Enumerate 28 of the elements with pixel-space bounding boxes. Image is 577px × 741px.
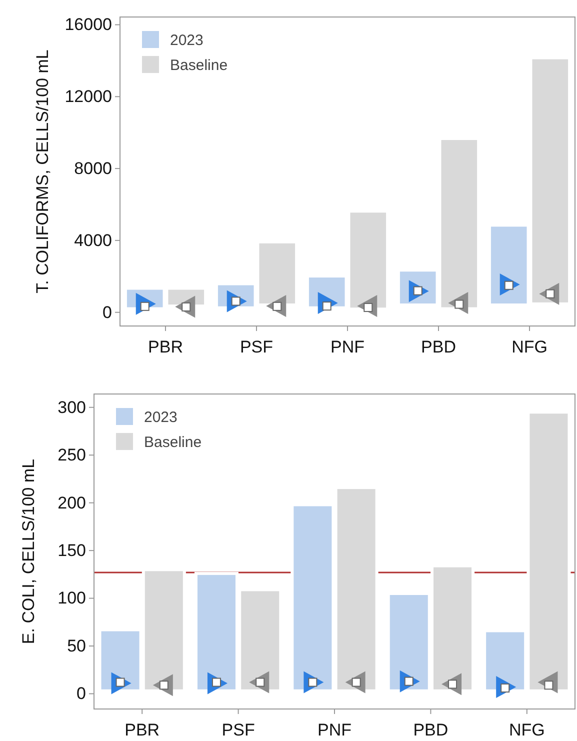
y-tick-label: 50 <box>67 636 86 656</box>
x-tick-label: PBR <box>124 720 160 740</box>
y-tick-label: 150 <box>58 540 86 560</box>
legend-label: 2023 <box>170 32 204 49</box>
legend-label: Baseline <box>144 434 202 451</box>
y-tick-label: 0 <box>102 302 112 322</box>
x-tick-label: NFG <box>508 720 545 740</box>
y-tick-label: 200 <box>58 493 86 512</box>
y-tick-label: 250 <box>58 446 86 465</box>
legend-label: Baseline <box>170 57 228 74</box>
x-tick-label: PNF <box>318 720 352 740</box>
y-tick-label: 16000 <box>64 15 112 34</box>
y-tick-label: 8000 <box>74 158 112 178</box>
x-tick-label: PBD <box>421 338 456 357</box>
x-tick-label: PSF <box>240 338 274 357</box>
legend-label: 2023 <box>144 409 178 426</box>
y-tick-label: 4000 <box>74 230 112 250</box>
x-tick-label: PBR <box>148 338 183 357</box>
x-tick-label: PBD <box>413 720 448 740</box>
x-tick-label: NFG <box>512 338 548 357</box>
y-tick-label: 0 <box>76 684 86 704</box>
x-tick-label: PNF <box>330 338 364 357</box>
y-tick-label: 12000 <box>64 87 112 106</box>
y-tick-label: 100 <box>58 588 86 608</box>
x-tick-label: PSF <box>222 720 255 740</box>
y-axis-title: E. COLI, CELLS/100 mL <box>19 458 38 644</box>
y-axis-title: T. COLIFORMS, CELLS/100 mL <box>33 50 52 294</box>
y-tick-label: 300 <box>58 398 86 417</box>
